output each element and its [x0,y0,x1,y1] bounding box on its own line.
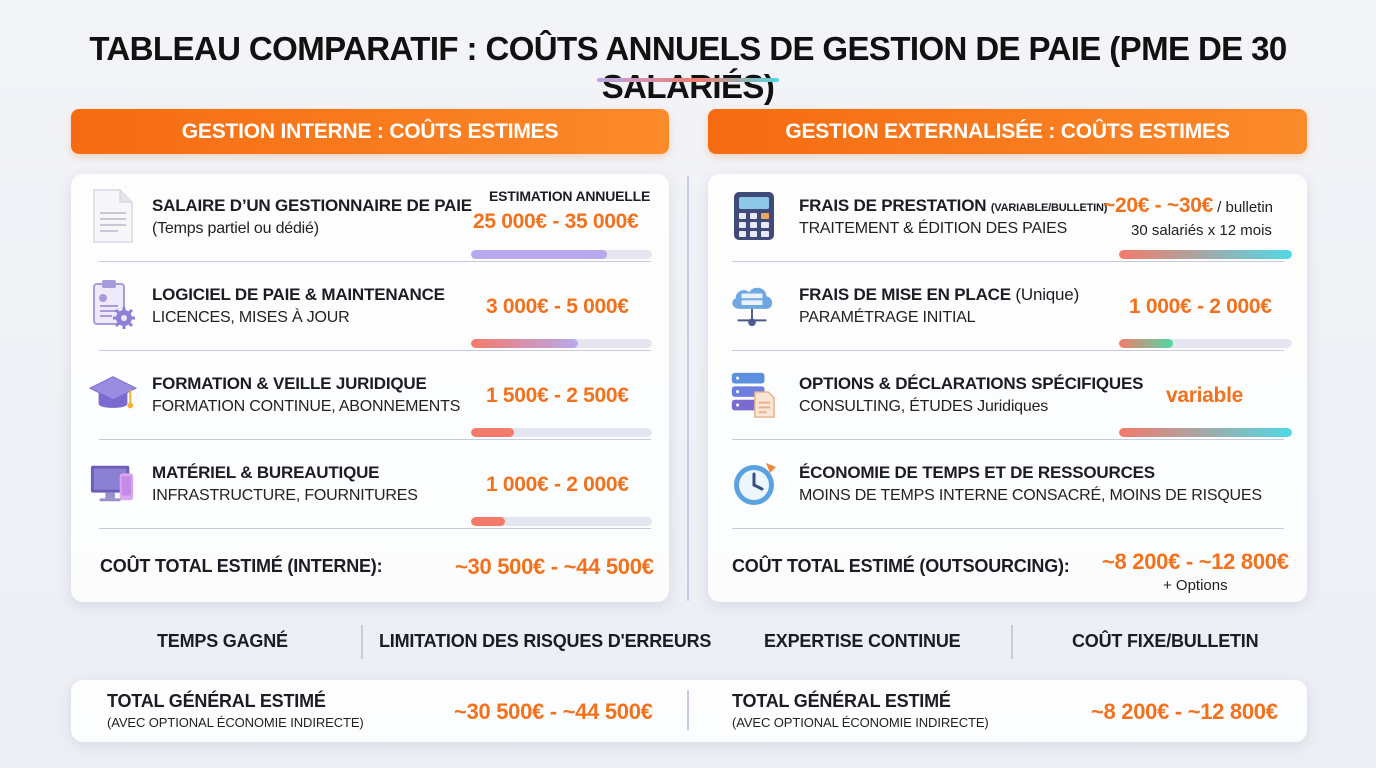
internal-header: GESTION INTERNE : COÛTS ESTIMES [71,109,669,154]
cost-level-fill [471,250,607,259]
item-value: variable [1166,384,1243,407]
benefit-continuous-expertise: EXPERTISE CONTINUE [764,631,961,651]
row-divider [732,261,1284,262]
internal-costs-panel: ESTIMATION ANNUELLE SALAIRE D’UN GESTION… [71,174,669,602]
title-underline [597,78,779,82]
item-subtitle: PARAMÉTRAGE INITIAL [799,309,976,326]
item-title-text: FRAIS DE PRESTATION [799,196,987,215]
item-subtitle: CONSULTING, ÉTUDES Juridiques [799,398,1049,415]
item-value-group: ~20€ - ~30€ / bulletin [1103,194,1273,218]
item-value: ~20€ - ~30€ [1103,194,1213,217]
benefits-strip: TEMPS GAGNÉ LIMITATION DES RISQUES D'ERR… [71,622,1307,662]
internal-item-salary: SALAIRE D’UN GESTIONNAIRE DE PAIE (Temps… [71,174,669,263]
item-title-text: FRAIS DE MISE EN PLACE [799,285,1011,304]
cost-level-bar [471,517,652,526]
row-divider [99,439,651,440]
item-value: 1 500€ - 2 500€ [486,384,629,407]
cloud-server-icon [728,277,776,333]
item-title: ÉCONOMIE DE TEMPS ET DE RESSOURCES [799,463,1155,482]
grand-total-right-title: TOTAL GÉNÉRAL ESTIMÉ [732,691,951,711]
item-title: FRAIS DE PRESTATION (VARIABLE/BULLETIN) [799,196,1107,216]
item-value: 1 000€ - 2 000€ [486,473,629,496]
cost-level-fill [471,517,506,526]
cost-level-bar [1119,250,1292,259]
item-title: OPTIONS & DÉCLARATIONS SPÉCIFIQUES [799,374,1144,393]
item-subtitle: TRAITEMENT & ÉDITION DES PAIES [799,220,1068,237]
external-item-setup-fees: FRAIS DE MISE EN PLACE (Unique) PARAMÉTR… [708,263,1307,352]
row-divider [732,350,1284,351]
column-divider [687,176,689,601]
cost-level-fill [471,339,578,348]
external-header: GESTION EXTERNALISÉE : COÛTS ESTIMES [708,109,1307,154]
row-divider [99,350,651,351]
grand-total-left-value: ~30 500€ - ~44 500€ [454,699,653,724]
total-value: ~8 200€ - ~12 800€ [1102,549,1289,574]
external-item-options: OPTIONS & DÉCLARATIONS SPÉCIFIQUES CONSU… [708,352,1307,441]
external-item-service-fees: FRAIS DE PRESTATION (VARIABLE/BULLETIN) … [708,174,1307,263]
grand-total-right-value: ~8 200€ - ~12 800€ [1091,699,1278,724]
grand-total-divider [687,690,689,730]
internal-item-hardware: MATÉRIEL & BUREAUTIQUE INFRASTRUCTURE, F… [71,441,669,530]
internal-item-training: FORMATION & VEILLE JURIDIQUE FORMATION C… [71,352,669,441]
item-subtitle: FORMATION CONTINUE, ABONNEMENTS [152,398,461,415]
item-value: 25 000€ - 35 000€ [473,210,639,233]
item-title-suffix: (Unique) [1010,285,1080,304]
total-note: + Options [1163,577,1228,594]
page-title: TABLEAU COMPARATIF : COÛTS ANNUELS DE GE… [89,30,1287,105]
graduation-cap-icon [89,366,137,422]
item-title: MATÉRIEL & BUREAUTIQUE [152,463,380,482]
benefit-separator [1011,625,1013,659]
clock-icon [730,455,778,511]
item-title-tag: (VARIABLE/BULLETIN) [990,202,1108,214]
cost-level-bar [1119,428,1292,437]
grand-total-left-title: TOTAL GÉNÉRAL ESTIMÉ [107,691,326,711]
cost-level-bar [471,339,652,348]
item-title: FRAIS DE MISE EN PLACE (Unique) [799,285,1079,305]
external-item-time-savings: ÉCONOMIE DE TEMPS ET DE RESSOURCES MOINS… [708,441,1307,530]
calculator-icon [730,188,778,244]
cost-level-fill [1119,250,1292,259]
item-value-suffix: / bulletin [1212,199,1274,216]
server-document-icon [728,366,776,422]
cost-level-bar [1119,339,1292,348]
item-title: SALAIRE D’UN GESTIONNAIRE DE PAIE [152,196,472,215]
item-title: FORMATION & VEILLE JURIDIQUE [152,374,427,393]
external-costs-panel: FRAIS DE PRESTATION (VARIABLE/BULLETIN) … [708,174,1307,602]
item-subtitle: (Temps partiel ou dédié) [152,220,319,237]
item-value-note: 30 salariés x 12 mois [1131,222,1272,239]
item-title: LOGICIEL DE PAIE & MAINTENANCE [152,285,445,304]
cost-level-bar [471,250,652,259]
row-divider [732,439,1284,440]
row-divider [732,528,1284,529]
grand-total-right-subtitle: (AVEC OPTIONAL ÉCONOMIE INDIRECTE) [732,715,989,730]
item-value: 3 000€ - 5 000€ [486,295,629,318]
benefit-separator [361,625,363,659]
benefit-time-saved: TEMPS GAGNÉ [157,631,288,651]
clipboard-gear-icon [89,277,137,333]
cost-level-bar [471,428,652,437]
cost-level-fill [1119,428,1292,437]
estimation-label: ESTIMATION ANNUELLE [489,188,651,204]
benefit-fixed-cost: COÛT FIXE/BULLETIN [1072,631,1259,651]
internal-item-software: LOGICIEL DE PAIE & MAINTENANCE LICENCES,… [71,263,669,352]
row-divider [99,528,651,529]
computer-icon [89,455,137,511]
item-subtitle: INFRASTRUCTURE, FOURNITURES [152,487,418,504]
total-label: COÛT TOTAL ESTIMÉ (OUTSOURCING): [732,556,1070,576]
benefit-risk-limitation: LIMITATION DES RISQUES D'ERREURS [379,631,712,651]
total-value: ~30 500€ - ~44 500€ [455,554,654,579]
item-subtitle: LICENCES, MISES À JOUR [152,309,350,326]
grand-total-left-subtitle: (AVEC OPTIONAL ÉCONOMIE INDIRECTE) [107,715,364,730]
cost-level-fill [1119,339,1173,348]
total-label: COÛT TOTAL ESTIMÉ (INTERNE): [100,556,383,576]
item-subtitle: MOINS DE TEMPS INTERNE CONSACRÉ, MOINS D… [799,487,1262,504]
row-divider [99,261,651,262]
cost-level-fill [471,428,515,437]
document-icon [89,188,137,244]
item-value: 1 000€ - 2 000€ [1129,295,1272,318]
grand-total-box: TOTAL GÉNÉRAL ESTIMÉ (AVEC OPTIONAL ÉCON… [71,680,1307,742]
